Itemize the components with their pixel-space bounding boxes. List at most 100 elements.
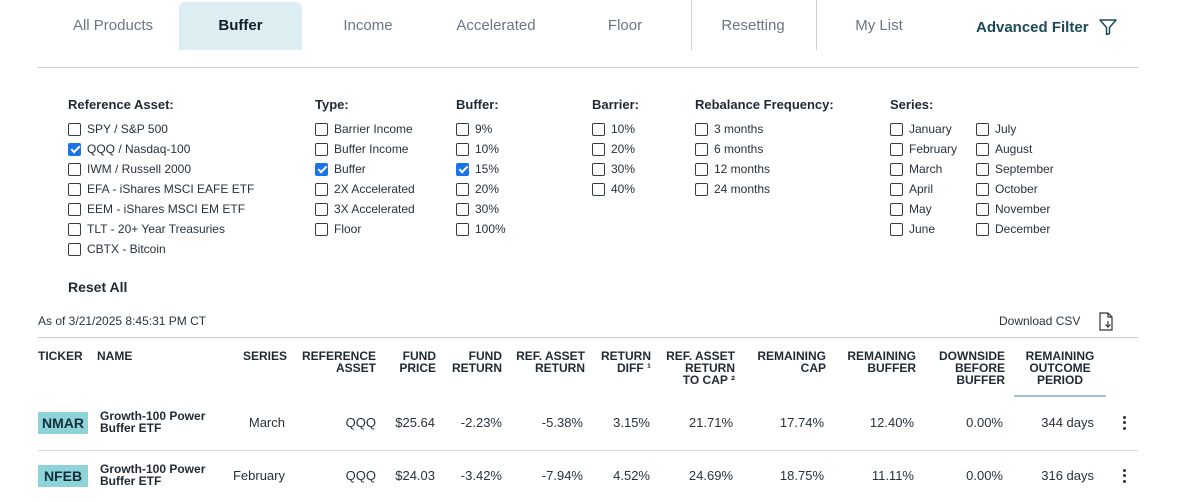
filter-option[interactable]: 100% [456, 219, 506, 239]
checkbox[interactable] [695, 162, 708, 176]
checkbox[interactable] [456, 202, 469, 216]
filter-option[interactable]: 30% [456, 199, 506, 219]
checkbox[interactable] [976, 182, 989, 196]
header-fund-return[interactable]: FUND RETURN [442, 350, 502, 374]
header-downside-before-buffer[interactable]: DOWNSIDE BEFORE BUFFER [926, 350, 1005, 386]
filter-option[interactable]: February [890, 139, 976, 159]
filter-option[interactable]: March [890, 159, 976, 179]
filter-option[interactable]: EFA - iShares MSCI EAFE ETF [68, 179, 254, 199]
filter-option[interactable]: Barrier Income [315, 119, 415, 139]
filter-option[interactable]: 20% [592, 139, 639, 159]
tab-floor[interactable]: Floor [607, 17, 643, 34]
filter-option[interactable]: August [976, 139, 1054, 159]
tab-buffer[interactable]: Buffer [179, 2, 302, 50]
checkbox[interactable] [456, 222, 469, 236]
filter-option[interactable]: 15% [456, 159, 506, 179]
filter-option[interactable]: Buffer Income [315, 139, 415, 159]
checkbox[interactable] [68, 122, 81, 136]
filter-option[interactable]: 9% [456, 119, 506, 139]
checkbox[interactable] [315, 222, 328, 236]
checkbox[interactable] [315, 202, 328, 216]
checkbox[interactable] [592, 162, 605, 176]
checkbox[interactable] [68, 182, 81, 196]
filter-option[interactable]: Buffer [315, 159, 415, 179]
checkbox[interactable] [890, 162, 903, 176]
header-fund-price[interactable]: FUND PRICE [386, 350, 436, 374]
filter-option[interactable]: 3 months [695, 119, 834, 139]
filter-option[interactable]: September [976, 159, 1054, 179]
checkbox[interactable] [68, 142, 81, 156]
checkbox[interactable] [976, 142, 989, 156]
filter-option[interactable]: 40% [592, 179, 639, 199]
filter-option[interactable]: April [890, 179, 976, 199]
fund-name[interactable]: Growth-100 Power Buffer ETF [100, 462, 206, 488]
header-ticker[interactable]: TICKER [38, 349, 83, 363]
checkbox[interactable] [890, 202, 903, 216]
filter-option[interactable]: SPY / S&P 500 [68, 119, 254, 139]
reset-all-button[interactable]: Reset All [68, 279, 128, 295]
tab-my-list[interactable]: My List [855, 17, 903, 34]
checkbox[interactable] [315, 142, 328, 156]
checkbox[interactable] [592, 122, 605, 136]
filter-option[interactable]: July [976, 119, 1054, 139]
filter-option[interactable]: TLT - 20+ Year Treasuries [68, 219, 254, 239]
filter-option[interactable]: 6 months [695, 139, 834, 159]
checkbox[interactable] [890, 122, 903, 136]
checkbox[interactable] [592, 142, 605, 156]
checkbox[interactable] [976, 222, 989, 236]
filter-option[interactable]: EEM - iShares MSCI EM ETF [68, 199, 254, 219]
tab-income[interactable]: Income [343, 17, 393, 34]
filter-option[interactable]: June [890, 219, 976, 239]
checkbox[interactable] [976, 202, 989, 216]
header-series[interactable]: SERIES [243, 349, 288, 363]
filter-option[interactable]: 2X Accelerated [315, 179, 415, 199]
filter-option[interactable]: October [976, 179, 1054, 199]
filter-option[interactable]: 10% [592, 119, 639, 139]
checkbox[interactable] [976, 122, 989, 136]
tab-resetting[interactable]: Resetting [721, 17, 785, 34]
checkbox[interactable] [592, 182, 605, 196]
checkbox[interactable] [456, 182, 469, 196]
checkbox[interactable] [695, 182, 708, 196]
row-menu-icon[interactable] [1120, 414, 1128, 432]
checkbox[interactable] [68, 242, 81, 256]
filter-option[interactable]: 3X Accelerated [315, 199, 415, 219]
filter-option[interactable]: 30% [592, 159, 639, 179]
funnel-icon[interactable] [1098, 17, 1118, 37]
filter-option[interactable]: IWM / Russell 2000 [68, 159, 254, 179]
fund-name[interactable]: Growth-100 Power Buffer ETF [100, 409, 206, 435]
header-remaining-outcome-period[interactable]: REMAINING OUTCOME PERIOD [1014, 350, 1106, 386]
checkbox[interactable] [68, 202, 81, 216]
filter-option[interactable]: CBTX - Bitcoin [68, 239, 254, 259]
filter-option[interactable]: January [890, 119, 976, 139]
checkbox[interactable] [315, 122, 328, 136]
tab-accelerated[interactable]: Accelerated [456, 17, 536, 34]
checkbox[interactable] [976, 162, 989, 176]
checkbox[interactable] [68, 162, 81, 176]
checkbox[interactable] [456, 122, 469, 136]
filter-option[interactable]: December [976, 219, 1054, 239]
header-return-diff[interactable]: RETURN DIFF ¹ [593, 350, 651, 374]
checkbox[interactable] [68, 222, 81, 236]
filter-option[interactable]: 12 months [695, 159, 834, 179]
download-file-icon[interactable] [1098, 312, 1114, 331]
header-reference-asset[interactable]: REFERENCE ASSET [296, 350, 376, 374]
checkbox[interactable] [695, 122, 708, 136]
filter-option[interactable]: 20% [456, 179, 506, 199]
advanced-filter-button[interactable]: Advanced Filter [976, 19, 1089, 36]
checkbox[interactable] [890, 142, 903, 156]
filter-option[interactable]: November [976, 199, 1054, 219]
tab-all-products[interactable]: All Products [72, 17, 154, 34]
checkbox[interactable] [890, 182, 903, 196]
filter-option[interactable]: 10% [456, 139, 506, 159]
checkbox[interactable] [695, 142, 708, 156]
header-name[interactable]: NAME [97, 349, 133, 363]
filter-option[interactable]: QQQ / Nasdaq-100 [68, 139, 254, 159]
filter-option[interactable]: Floor [315, 219, 415, 239]
checkbox[interactable] [456, 162, 469, 176]
checkbox[interactable] [890, 222, 903, 236]
ticker-badge[interactable]: NMAR [38, 412, 88, 434]
checkbox[interactable] [456, 142, 469, 156]
header-remaining-cap[interactable]: REMAINING CAP [746, 350, 826, 374]
checkbox[interactable] [315, 182, 328, 196]
